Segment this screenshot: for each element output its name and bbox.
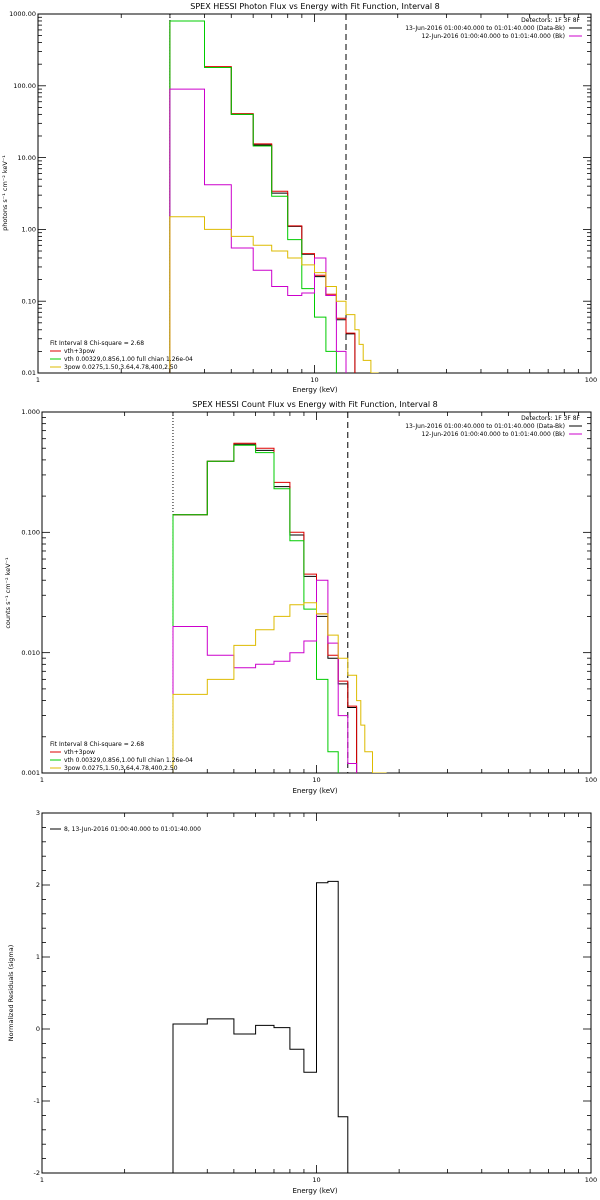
data-series [172,444,339,773]
data-series [172,880,349,1173]
legend-entry: 3pow 0.0275,1.50,3.64,4.78,400,2.50 [64,765,178,772]
y-tick-label: 1.000 [21,408,40,416]
y-tick-label: 100.00 [13,82,36,90]
legend-entry: 8, 13-Jun-2016 01:00:40.000 to 01:01:40.… [64,826,201,833]
legend-entry: vth+3pow [64,749,95,756]
y-tick-label: 1.00 [22,226,36,234]
x-tick-label: 100 [585,776,597,784]
data-series [169,216,386,373]
y-tick-label: 0.010 [21,649,40,657]
fit-legend: Fit Interval 8 Chi-square = 2.68 vth+3po… [50,741,193,772]
y-axis-label: photons s⁻¹ cm⁻² keV⁻¹ [1,155,9,231]
data-series [169,88,356,373]
x-tick-label: 10 [310,376,318,384]
legend-entry: 3pow 0.0275,1.50,3.64,4.78,400,2.50 [64,364,178,371]
x-tick-label: 100 [585,1176,597,1184]
data-series [172,602,387,773]
count-flux-panel: SPEX HESSI Count Flux vs Energy with Fit… [4,400,597,795]
chart-title: SPEX HESSI Photon Flux vs Energy with Fi… [190,2,440,11]
y-tick-label: 3 [36,809,40,817]
fit-legend: Fit Interval 8 Chi-square = 2.68 vth+3po… [50,340,193,371]
x-tick-label: 1 [36,376,40,384]
header-legend: Detectors: 1F 3F 8F 13-Jun-2016 01:00:40… [405,415,582,438]
y-tick-label: 0.001 [21,769,40,777]
fit-header: Fit Interval 8 Chi-square = 2.68 [50,340,144,347]
y-tick-label: 1000.00 [9,10,36,18]
data-series [172,579,358,773]
residual-legend: 8, 13-Jun-2016 01:00:40.000 to 01:01:40.… [50,826,201,833]
y-tick-label: 10.00 [17,154,36,162]
x-tick-label: 100 [585,376,597,384]
header-line: 13-Jun-2016 01:00:40.000 to 01:01:40.000… [405,423,565,430]
header-line: Detectors: 1F 3F 8F [521,17,580,24]
y-tick-label: 1 [36,953,40,961]
y-tick-label: 0.10 [22,297,36,305]
y-tick-label: -2 [34,1169,40,1177]
data-series [169,20,356,373]
y-tick-label: 0 [36,1025,40,1033]
axis-ticks: 1 10 100 -2 -1 0 1 2 3 [34,809,598,1184]
y-axis-label: Normalized Residuals (sigma) [7,945,15,1042]
x-axis-label: Energy (keV) [292,1187,337,1195]
legend-entry: vth 0.00329,0.856,1.00 full chian 1.26e-… [64,356,193,363]
axis-ticks: 1 10 100 0.001 0.010 0.100 1.000 [21,408,597,784]
header-line: 12-Jun-2016 01:00:40.000 to 01:01:40.000… [422,33,565,40]
fit-header: Fit Interval 8 Chi-square = 2.68 [50,741,144,748]
header-line: 13-Jun-2016 01:00:40.000 to 01:01:40.000… [405,25,565,32]
y-tick-label: 2 [36,881,40,889]
residuals-panel: 1 10 100 -2 -1 0 1 2 3 Energy (keV) Normalized R… [7,809,597,1195]
x-tick-label: 1 [40,1176,44,1184]
photon-flux-panel: SPEX HESSI Photon Flux vs Energy with Fi… [1,2,597,394]
x-tick-label: 1 [40,776,44,784]
x-tick-label: 10 [312,1176,320,1184]
axis-ticks: 1 10 100 0.01 0.10 1.00 10.00 100.00 1000.00 [9,10,597,384]
legend-entry: vth 0.00329,0.856,1.00 full chian 1.26e-… [64,757,193,764]
y-tick-label: -1 [34,1097,40,1105]
y-tick-label: 0.01 [22,369,36,377]
x-tick-label: 10 [312,776,320,784]
y-axis-label: counts s⁻¹ cm⁻² keV⁻¹ [4,557,12,629]
x-axis-label: Energy (keV) [292,386,337,394]
header-legend: Detectors: 1F 3F 8F 13-Jun-2016 01:00:40… [405,17,582,40]
data-series [169,20,337,373]
y-tick-label: 0.100 [21,529,40,537]
header-line: Detectors: 1F 3F 8F [521,415,580,422]
header-line: 12-Jun-2016 01:00:40.000 to 01:01:40.000… [422,431,565,438]
legend-entry: vth+3pow [64,348,95,355]
chart-title: SPEX HESSI Count Flux vs Energy with Fit… [192,400,437,409]
x-axis-label: Energy (keV) [292,787,337,795]
